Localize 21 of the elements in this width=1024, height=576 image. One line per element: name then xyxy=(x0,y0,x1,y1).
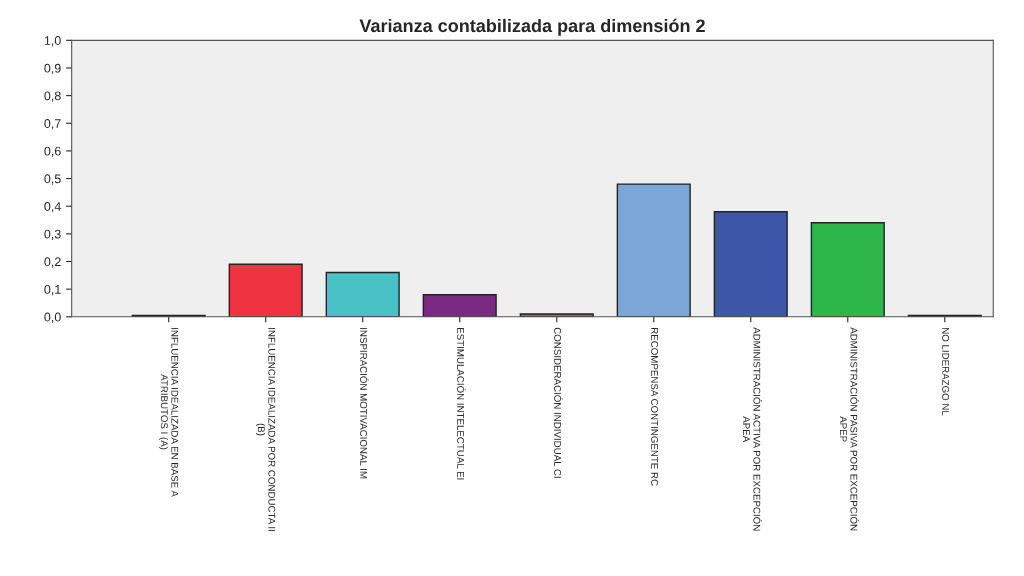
y-tick-label: 0,3 xyxy=(44,229,61,240)
y-tick-label: 0,2 xyxy=(44,257,61,268)
y-tick-label: 0,1 xyxy=(44,284,61,296)
x-tick-label: INFLUENCIA IDEALIZADA EN BASE A ATRIBUTOS I (A) xyxy=(158,328,179,497)
x-tick-label: RECOMPENSA CONTINGENTE RC xyxy=(651,328,659,486)
chart-title: Varianza contabilizada para dimensión 2 xyxy=(359,18,705,36)
y-tick-label: 0,4 xyxy=(44,202,61,213)
y-tick-label: 1,0 xyxy=(44,36,61,47)
x-tick-label: ADMINISTRACIÓN PASIVA POR EXCEPCIÓN APEP xyxy=(840,327,859,531)
x-tick-label: CONSIDERACIÓN INDIVIDUAL CI xyxy=(554,327,563,478)
y-tick-label: 0,5 xyxy=(44,174,61,185)
x-tick-label: INSPIRACIÓN MOTIVACIONAL IM xyxy=(360,328,369,479)
x-tick-label: INFLUENCIA IDEALIZADA POR CONDUCTA II (B) xyxy=(255,328,276,531)
x-tick-label: ADMINISTRACIÓN ACTIVA POR EXCEPCIÓN APEA xyxy=(743,327,762,531)
y-tick-label: 0,8 xyxy=(44,91,61,102)
y-tick-label: 0,0 xyxy=(44,312,61,323)
y-tick-label: 0,7 xyxy=(44,119,61,130)
y-tick-label: 0,9 xyxy=(44,63,61,75)
x-tick-label: NO LIDERAZGO NL xyxy=(942,328,950,416)
y-tick-label: 0,6 xyxy=(44,146,61,158)
x-tick-label: ESTIMULACIÓN INTELECTUAL EI xyxy=(457,328,466,480)
